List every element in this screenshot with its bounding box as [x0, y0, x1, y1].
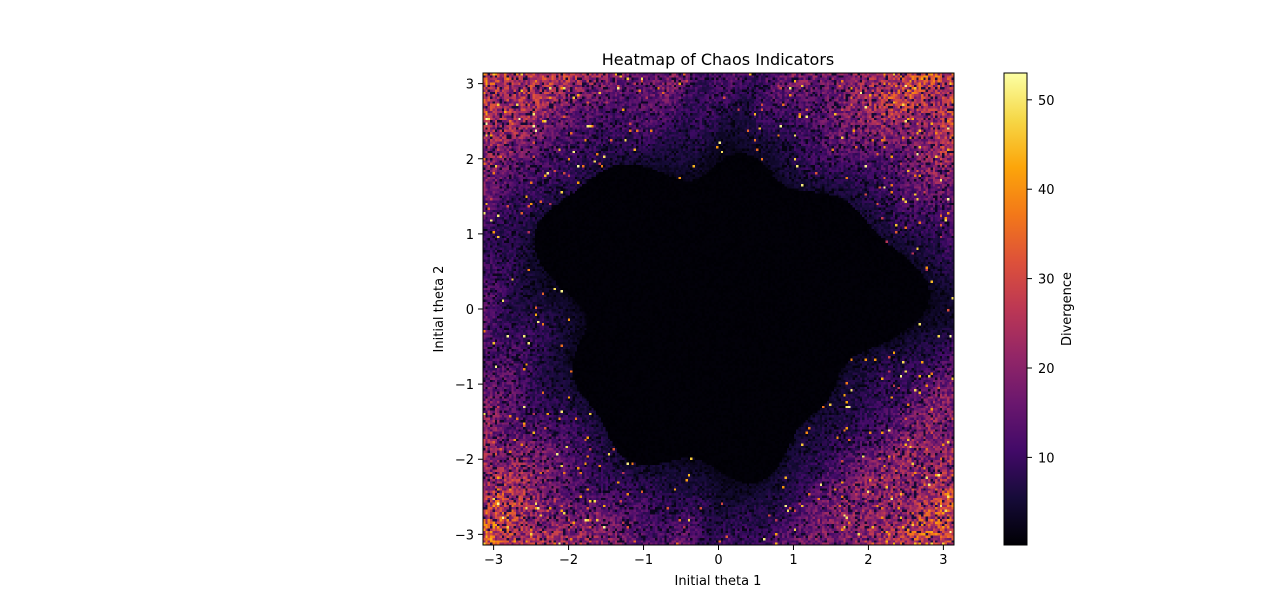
y-tick-label: −2 [455, 453, 474, 468]
heatmap-raster [483, 73, 954, 545]
y-axis-ticks: −3 −2 −1 0 1 2 3 [455, 78, 483, 543]
x-tick-label: −1 [634, 553, 653, 568]
colorbar-tick-label: 30 [1038, 273, 1055, 288]
y-axis-label: Initial theta 2 [432, 266, 447, 353]
y-tick-label: 2 [466, 153, 474, 168]
colorbar-tick-label: 50 [1038, 94, 1055, 109]
y-tick-label: −3 [455, 528, 474, 543]
heatmap-image [483, 73, 954, 545]
x-tick-label: −3 [484, 553, 503, 568]
x-tick-label: 0 [714, 553, 722, 568]
x-tick-label: 2 [864, 553, 872, 568]
colorbar [1003, 72, 1028, 546]
colorbar-tick-label: 40 [1038, 183, 1055, 198]
colorbar-tick-label: 10 [1038, 451, 1055, 466]
y-tick-label: 1 [466, 228, 474, 243]
x-axis-ticks: −3 −2 −1 0 1 2 3 [484, 545, 948, 568]
y-tick-label: 3 [466, 78, 474, 93]
x-tick-label: 1 [789, 553, 797, 568]
colorbar-ticks: 10 20 30 40 50 [1027, 94, 1055, 466]
x-axis-label: Initial theta 1 [675, 574, 762, 589]
colorbar-label: Divergence [1060, 272, 1075, 346]
colorbar-tick-label: 20 [1038, 362, 1055, 377]
chart-title: Heatmap of Chaos Indicators [602, 50, 834, 69]
x-tick-label: −2 [559, 553, 578, 568]
y-tick-label: 0 [466, 303, 474, 318]
x-tick-label: 3 [939, 553, 947, 568]
y-tick-label: −1 [455, 378, 474, 393]
